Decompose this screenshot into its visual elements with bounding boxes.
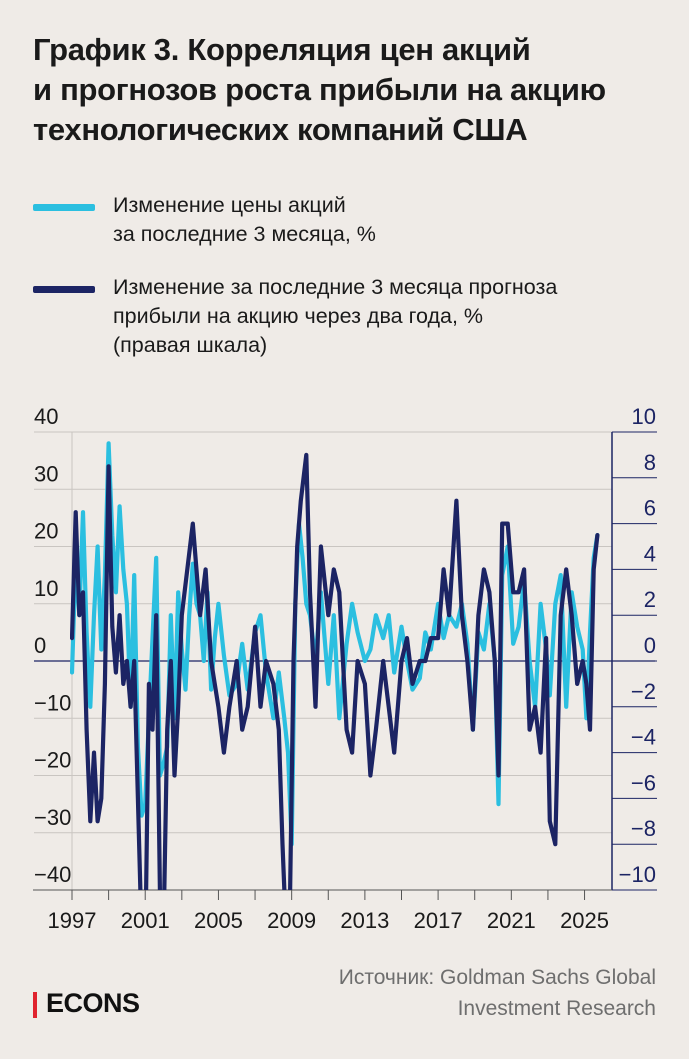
x-tick-label: 2017 <box>414 908 463 933</box>
right-tick-label: −2 <box>631 679 656 704</box>
right-tick-label: −10 <box>619 862 656 887</box>
title-line-3: технологических компаний США <box>33 112 528 147</box>
x-axis: 1997 2001 2005 2009 2013 2017 2021 2025 <box>33 889 612 933</box>
x-tick-label: 2021 <box>487 908 536 933</box>
right-tick-label: −4 <box>631 725 656 750</box>
right-tick-label: 6 <box>644 496 656 521</box>
left-tick-label: 40 <box>34 404 58 429</box>
legend-eps-line-3: (правая шкала) <box>113 333 268 357</box>
legend-label-eps: Изменение за последние 3 месяца прогноза… <box>113 273 673 360</box>
logo-bar <box>33 992 37 1018</box>
x-tick-label: 2001 <box>121 908 170 933</box>
series-line-price <box>70 441 600 847</box>
title-line-1: График 3. Корреляция цен акций <box>33 32 531 67</box>
logo-text: ECONS <box>46 988 140 1018</box>
legend-price-line-2: за последние 3 месяца, % <box>113 222 376 246</box>
left-axis: −40 −30 −20 −10 0 10 20 30 40 <box>34 404 73 890</box>
x-tick-label: 2009 <box>267 908 316 933</box>
x-tick-label: 2005 <box>194 908 243 933</box>
x-tick-label: 2025 <box>560 908 609 933</box>
right-tick-label: −8 <box>631 816 656 841</box>
title-line-2: и прогнозов роста прибыли на акцию <box>33 72 606 107</box>
legend-item-eps: Изменение за последние 3 месяца прогноза… <box>33 273 673 363</box>
legend-price-line-1: Изменение цены акций <box>113 193 346 217</box>
source-line-1: Источник: Goldman Sachs Global <box>338 966 656 989</box>
right-tick-label: 10 <box>632 404 656 429</box>
left-tick-label: 0 <box>34 633 46 658</box>
source-line-2: Investment Research <box>457 997 656 1020</box>
legend-swatch-price <box>33 204 95 211</box>
x-tick-label: 1997 <box>48 908 97 933</box>
legend-eps-line-2: прибыли на акцию через два года, % <box>113 304 484 328</box>
source-note: Источник: Goldman Sachs Global Investmen… <box>339 962 656 1024</box>
left-tick-label: −40 <box>34 862 71 887</box>
right-axis: −10 −8 −6 −4 −2 0 2 4 6 8 10 <box>611 404 657 891</box>
series-line-eps <box>70 452 600 890</box>
legend-eps-line-1: Изменение за последние 3 месяца прогноза <box>113 275 558 299</box>
right-tick-label: −6 <box>631 770 656 795</box>
left-tick-label: 30 <box>34 461 58 486</box>
right-tick-label: 4 <box>644 541 656 566</box>
right-tick-label: 2 <box>644 587 656 612</box>
left-tick-label: −20 <box>34 748 71 773</box>
legend-label-price: Изменение цены акций за последние 3 меся… <box>113 191 673 249</box>
left-tick-label: −30 <box>34 805 71 830</box>
legend-swatch-eps <box>33 286 95 293</box>
legend-item-price: Изменение цены акций за последние 3 меся… <box>33 191 673 251</box>
chart-title: График 3. Корреляция цен акций и прогноз… <box>33 30 663 150</box>
series-lines <box>70 441 600 890</box>
left-tick-label: −10 <box>34 690 71 715</box>
right-tick-label: 8 <box>644 450 656 475</box>
left-tick-label: 20 <box>34 519 58 544</box>
left-tick-label: 10 <box>34 576 58 601</box>
x-tick-label: 2013 <box>340 908 389 933</box>
right-tick-label: 0 <box>644 633 656 658</box>
